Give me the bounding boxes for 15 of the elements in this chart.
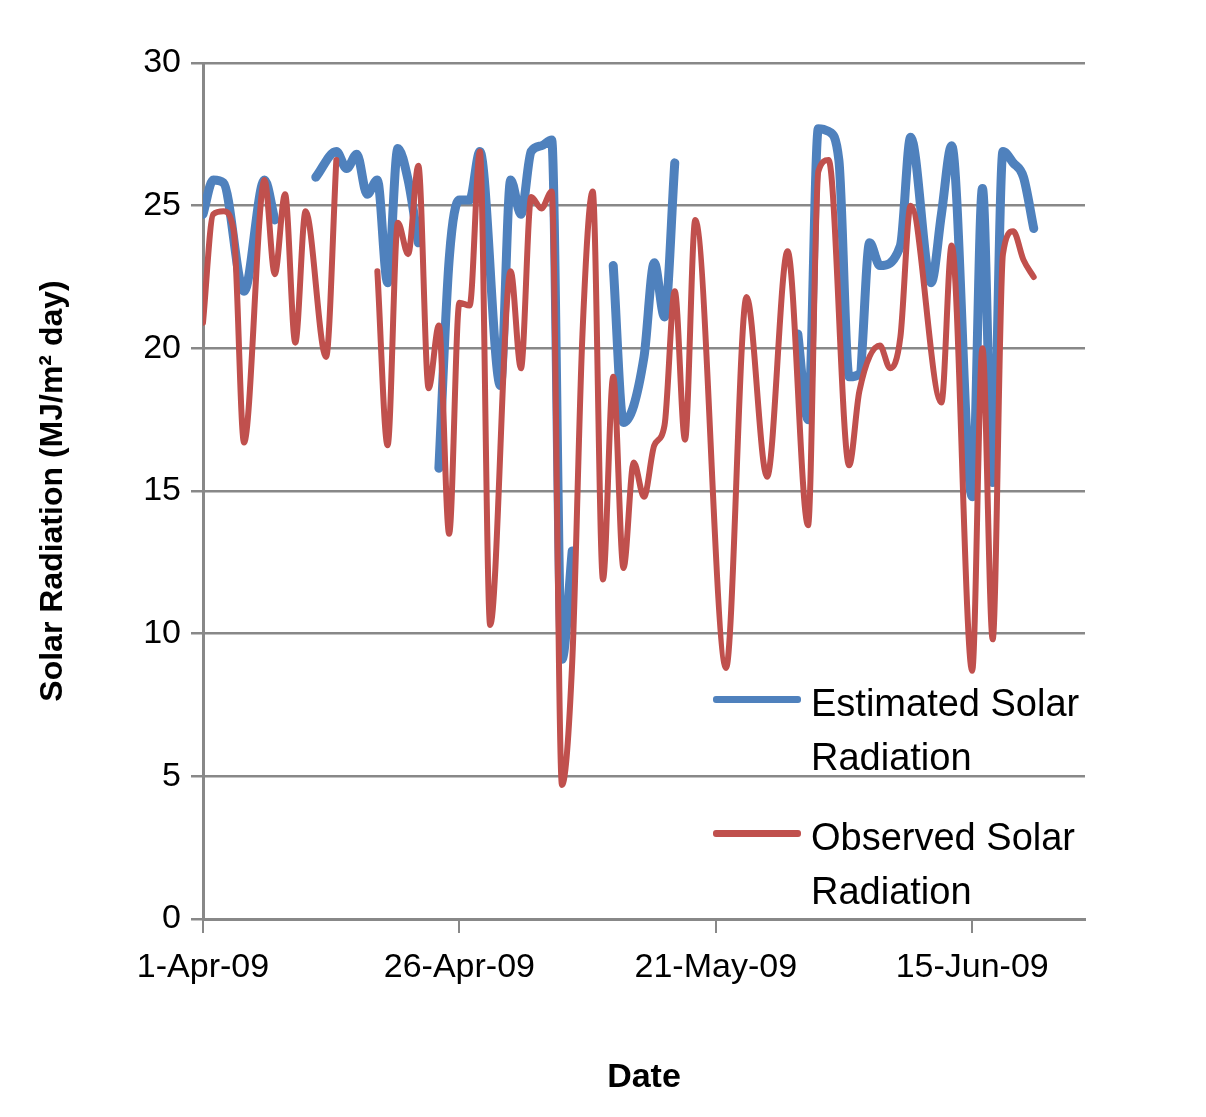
y-axis-title: Solar Radiation (MJ/m² day) — [33, 280, 70, 702]
legend-label: Estimated Solar Radiation — [811, 681, 1081, 780]
x-tick-label: 26-Apr-09 — [383, 945, 535, 984]
legend-label: Observed Solar Radiation — [811, 815, 1076, 914]
y-tick-label: 25 — [143, 184, 181, 223]
x-tick-label: 21-May-09 — [634, 945, 798, 984]
y-tick-label: 20 — [143, 326, 181, 365]
x-tick-label: 15-Jun-09 — [895, 945, 1049, 984]
y-tick-label: 5 — [162, 754, 181, 793]
y-tick-label: 10 — [143, 612, 181, 651]
x-tick-label: 1-Apr-09 — [136, 945, 270, 984]
x-axis-title: Date — [607, 1055, 681, 1094]
y-tick-label: 30 — [143, 41, 181, 80]
y-tick-label: 15 — [143, 469, 181, 508]
y-tick-label: 0 — [162, 897, 181, 936]
